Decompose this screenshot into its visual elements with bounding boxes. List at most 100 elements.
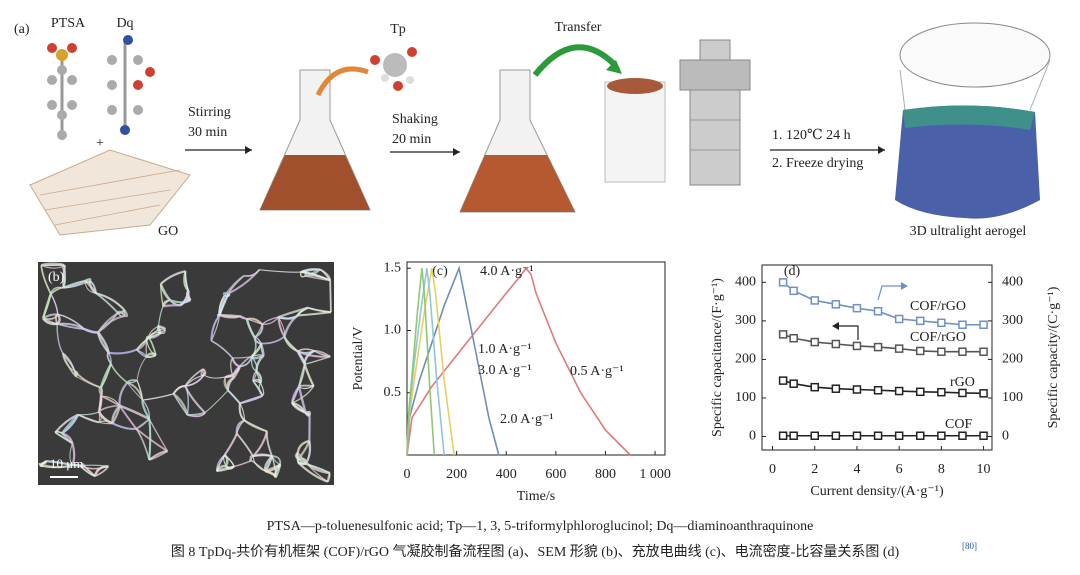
step2-line1: Shaking xyxy=(392,112,438,127)
sem-wall xyxy=(297,348,315,352)
sem-wall xyxy=(148,336,157,356)
sem-wall xyxy=(54,431,63,434)
sem-wall xyxy=(240,315,248,320)
sem-wall xyxy=(126,379,138,384)
point-marker xyxy=(810,382,820,392)
sem-wall xyxy=(246,318,263,325)
y2-tick-label: 400 xyxy=(1002,275,1023,290)
point-marker xyxy=(937,347,946,356)
panel-label: (b) xyxy=(48,270,65,285)
series-line xyxy=(406,266,631,456)
sem-wall xyxy=(283,314,299,338)
sem-wall xyxy=(202,368,206,376)
point-marker xyxy=(789,431,798,440)
sem-wall xyxy=(98,404,120,413)
sem-wall xyxy=(278,306,309,319)
y2-tick-label: 0 xyxy=(1002,429,1009,444)
sem-wall xyxy=(136,356,147,381)
sem-wall xyxy=(100,395,121,407)
sem-wall xyxy=(218,314,242,319)
sem-wall xyxy=(215,454,226,472)
teflon-liner xyxy=(604,78,666,183)
point-marker xyxy=(810,431,820,440)
step1-line2: 30 min xyxy=(188,125,227,140)
sem-wall xyxy=(261,316,279,325)
dq-label: Dq xyxy=(116,16,133,31)
sem-wall xyxy=(298,461,331,474)
point-marker xyxy=(979,431,988,440)
sem-wall xyxy=(291,385,315,404)
x-tick-label: 8 xyxy=(938,462,945,477)
point-marker xyxy=(852,303,862,313)
sem-wall xyxy=(300,271,331,282)
point-marker xyxy=(778,330,788,339)
point-marker xyxy=(937,387,946,397)
sem-wall xyxy=(227,269,261,295)
series-line xyxy=(406,268,436,456)
sem-wall xyxy=(224,454,235,467)
sem-wall xyxy=(277,316,286,338)
sem-wall xyxy=(230,357,235,379)
sem-wall xyxy=(73,370,102,389)
sem-wall xyxy=(110,363,128,384)
sem-wall xyxy=(40,264,65,269)
point-marker xyxy=(873,386,883,395)
product-label: 3D ultralight aerogel xyxy=(910,224,1027,239)
pour-arrow xyxy=(315,66,369,97)
point-marker xyxy=(789,333,798,343)
sem-wall xyxy=(172,392,189,416)
step1-line1: Stirring xyxy=(188,105,231,120)
sem-wall xyxy=(236,432,254,457)
sem-wall xyxy=(251,356,258,372)
step3-line1: 1. 120℃ 24 h xyxy=(772,128,851,143)
graphene-oxide-sheet xyxy=(29,149,191,236)
sem-wall xyxy=(254,324,264,339)
sem-wall xyxy=(172,385,186,395)
sem-wall xyxy=(61,432,74,444)
x-tick-label: 10 xyxy=(977,462,991,477)
sem-wall xyxy=(119,404,150,421)
sem-wall xyxy=(135,418,150,430)
sem-wall xyxy=(98,411,113,425)
sem-wall xyxy=(135,428,169,452)
sem-wall xyxy=(160,328,166,334)
sem-wall xyxy=(298,384,314,388)
y-axis-label: Potential/V xyxy=(351,327,366,391)
x-tick-label: 0 xyxy=(769,462,776,477)
sem-wall xyxy=(77,414,100,423)
point-marker xyxy=(916,316,925,326)
sem-wall xyxy=(148,418,152,460)
sem-wall xyxy=(329,280,332,313)
point-marker xyxy=(789,379,798,388)
point-marker xyxy=(937,318,946,328)
sem-wall xyxy=(146,339,157,356)
x-tick-label: 400 xyxy=(496,467,517,482)
sem-wall xyxy=(297,461,329,483)
sem-wall xyxy=(296,439,310,453)
point-marker xyxy=(831,431,841,440)
panel-label: (d) xyxy=(784,264,801,279)
sem-wall xyxy=(283,336,298,353)
sem-wall xyxy=(184,368,203,387)
sem-wall xyxy=(97,314,126,333)
point-marker xyxy=(979,389,988,398)
sem-wall xyxy=(56,323,64,354)
sem-wall xyxy=(62,265,66,288)
step3-line2: 2. Freeze drying xyxy=(772,156,863,171)
point-marker xyxy=(852,431,862,440)
y-tick-label: 300 xyxy=(735,313,756,328)
sem-wall xyxy=(272,455,282,465)
sem-wall xyxy=(296,350,306,365)
x-tick-label: 4 xyxy=(853,462,860,477)
sem-wall xyxy=(239,356,253,368)
x-tick-label: 800 xyxy=(595,467,616,482)
sem-wall xyxy=(307,307,331,313)
sem-wall xyxy=(236,419,245,434)
sem-wall xyxy=(69,443,73,466)
sem-wall xyxy=(223,433,238,456)
sem-wall xyxy=(126,381,144,401)
x-tick-label: 0 xyxy=(404,467,411,482)
sem-wall xyxy=(112,422,137,430)
sem-wall xyxy=(148,418,169,452)
series-label: 2.0 A·g⁻¹ xyxy=(500,412,554,427)
